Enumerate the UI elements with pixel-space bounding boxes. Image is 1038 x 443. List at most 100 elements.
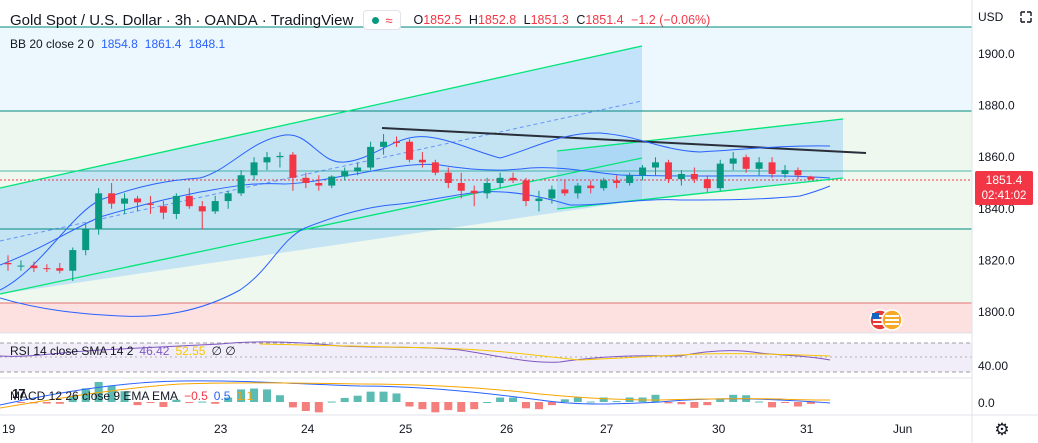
- macd-bar: [288, 402, 297, 408]
- macd-bar: [651, 394, 660, 402]
- macd-tick-label: 0.0: [978, 396, 995, 410]
- bar-countdown: 02:41:02: [981, 190, 1027, 202]
- macd-bar: [327, 401, 336, 403]
- macd-bar: [690, 402, 699, 408]
- candle: [574, 183, 582, 199]
- candle-body: [250, 162, 258, 176]
- candle: [393, 136, 400, 147]
- candle-body: [652, 162, 659, 168]
- candle-body: [664, 162, 672, 180]
- candle: [457, 172, 465, 199]
- macd-bar: [586, 401, 595, 403]
- candle: [690, 167, 698, 183]
- macd-bar: [275, 395, 284, 402]
- time-axis[interactable]: 19 20 23 24 25 26 27 30 31 Jun: [2, 422, 912, 436]
- time-tick-label: 24: [301, 422, 315, 436]
- macd-bar: [68, 395, 77, 402]
- macd-bar: [431, 402, 440, 413]
- macd-bar: [353, 395, 362, 402]
- candle: [768, 157, 776, 178]
- candle: [418, 152, 426, 168]
- high-value: 1852.8: [477, 13, 517, 27]
- tradingview-logo-icon[interactable]: 17: [12, 386, 26, 401]
- wave-icon: ≈: [385, 12, 393, 28]
- macd-bar: [560, 399, 569, 402]
- macd-bar: [392, 393, 401, 402]
- candle-body: [405, 141, 413, 160]
- candle-body: [716, 163, 724, 189]
- last-price-value: 1851.4: [985, 173, 1023, 187]
- source-label: TradingView: [270, 11, 354, 29]
- candle-body: [237, 175, 245, 194]
- candle: [172, 193, 180, 220]
- candle-body: [276, 155, 284, 158]
- bollinger-lower: [0, 185, 831, 317]
- candle-body: [561, 189, 569, 194]
- candle: [185, 188, 193, 209]
- macd-signal-value: 1.1: [236, 389, 254, 403]
- macd-bar: [509, 397, 518, 402]
- candle: [380, 133, 388, 155]
- macd-bar: [716, 398, 725, 402]
- candle-body: [781, 170, 789, 174]
- candle: [587, 180, 595, 194]
- open-key: O: [413, 13, 424, 27]
- candle: [561, 180, 569, 196]
- rsi-extra: ∅ ∅: [211, 344, 236, 358]
- bollinger-lower-value: 1848.1: [188, 37, 226, 51]
- change-value: −1.2 (−0.06%): [631, 13, 711, 27]
- candle: [652, 157, 659, 176]
- candle-body: [587, 185, 595, 189]
- candle: [95, 188, 103, 235]
- candle-body: [431, 162, 439, 173]
- macd-bar: [612, 401, 621, 403]
- candle-body: [690, 173, 698, 180]
- time-tick-label: 26: [500, 422, 514, 436]
- legend-separator: ·: [165, 11, 171, 29]
- legend-separator: ·: [261, 11, 267, 29]
- candle-body: [768, 162, 776, 174]
- market-status-pill[interactable]: ≈: [363, 10, 402, 30]
- macd-bar: [496, 397, 505, 402]
- macd-bar: [211, 402, 220, 404]
- rsi-legend[interactable]: RSI 14 close SMA 14 2 46.42 52.55 ∅ ∅: [10, 344, 236, 358]
- bollinger-legend[interactable]: BB 20 close 2 0 1854.8 1861.4 1848.1: [10, 37, 225, 51]
- candle-body: [30, 265, 38, 269]
- time-tick-label: 31: [800, 422, 814, 436]
- candle-body: [315, 183, 323, 186]
- gear-icon[interactable]: ⚙: [994, 420, 1010, 439]
- candle: [496, 172, 504, 189]
- candle-body: [185, 195, 193, 207]
- macd-bar: [172, 399, 181, 402]
- candle-body: [470, 190, 478, 194]
- symbol-legend[interactable]: Gold Spot / U.S. Dollar · 3h · OANDA · T…: [10, 10, 714, 30]
- macd-bar: [781, 402, 789, 403]
- candle: [431, 159, 439, 176]
- legend-separator: ·: [195, 11, 201, 29]
- candle-body: [522, 180, 530, 202]
- candle-body: [755, 162, 763, 169]
- candle: [548, 185, 556, 204]
- currency-label[interactable]: USD: [978, 10, 1004, 24]
- macd-bar: [573, 397, 582, 402]
- candle: [43, 264, 51, 273]
- candle-body: [263, 157, 271, 163]
- upper-zone: [0, 27, 972, 111]
- expand-icon[interactable]: [1018, 9, 1034, 25]
- candle: [367, 141, 375, 171]
- candle: [121, 193, 129, 214]
- candle-body: [509, 177, 517, 181]
- flag-events-icon[interactable]: [869, 309, 903, 331]
- candle: [677, 170, 685, 186]
- candle-body: [289, 154, 297, 178]
- macd-bar: [198, 401, 207, 403]
- macd-legend[interactable]: MACD 12 26 close 9 EMA EMA −0.5 0.5 1.1: [10, 389, 253, 403]
- macd-bar: [107, 385, 116, 402]
- rising-channel: [0, 46, 642, 294]
- macd-bar: [806, 402, 815, 404]
- candle: [328, 175, 336, 189]
- price-axis[interactable]: 1900.0 1880.0 1860.0 1840.0 1820.0 1800.0 40.0…: [978, 47, 1015, 410]
- candle: [146, 195, 154, 214]
